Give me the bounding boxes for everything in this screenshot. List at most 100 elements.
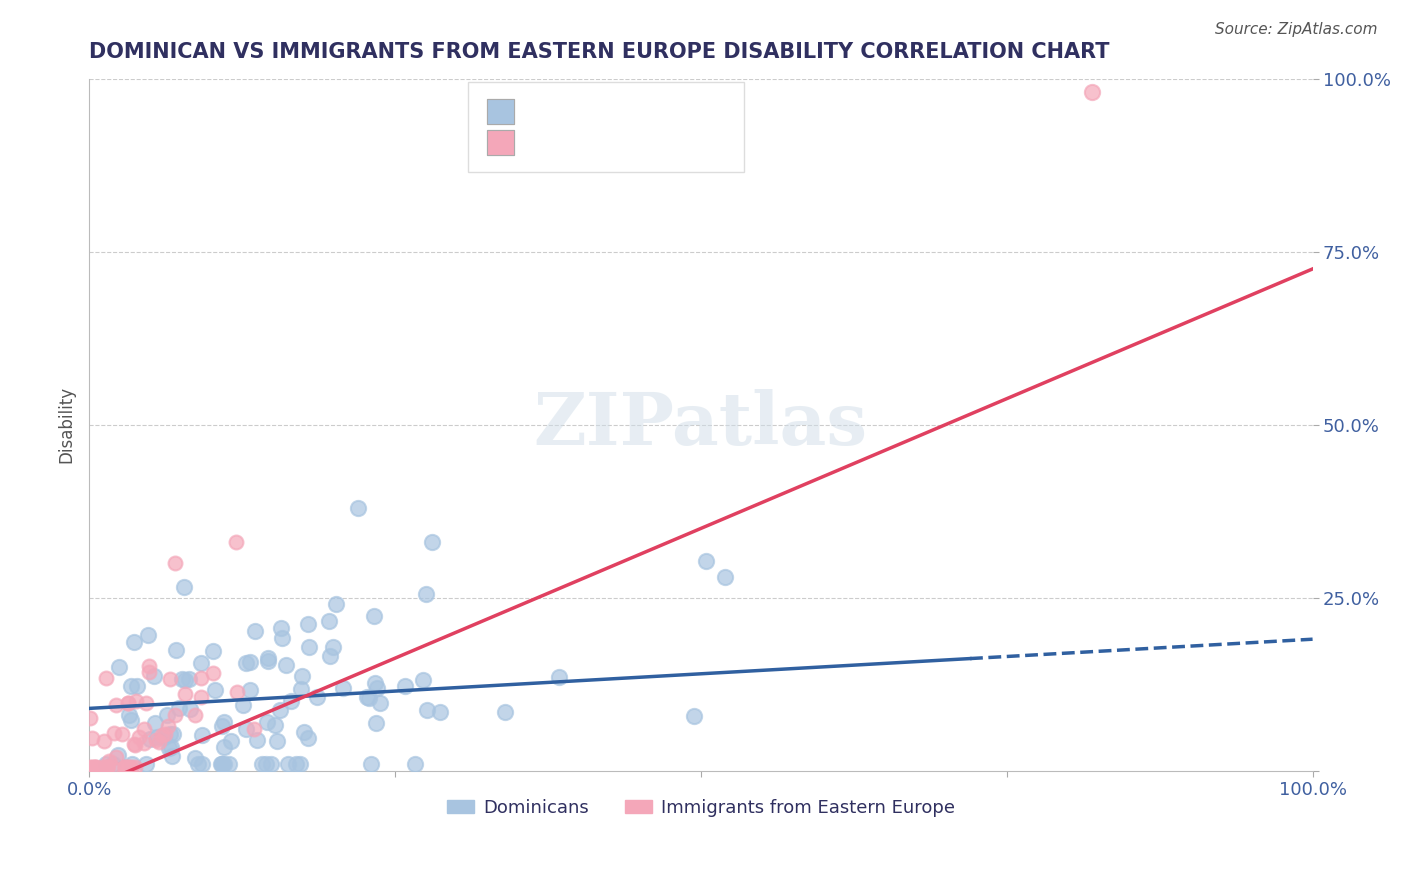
Dominicans	[291, 668, 314, 682]
Dominicans	[363, 676, 385, 690]
Dominicans	[235, 722, 257, 736]
Dominicans	[204, 683, 226, 698]
Dominicans	[174, 673, 197, 688]
Immigrants from Eastern Europe	[124, 760, 146, 774]
Immigrants from Eastern Europe	[103, 726, 125, 740]
Immigrants from Eastern Europe	[96, 760, 118, 774]
Dominicans	[263, 718, 285, 732]
Immigrants from Eastern Europe	[145, 732, 167, 747]
Immigrants from Eastern Europe	[163, 708, 186, 723]
Dominicans	[325, 597, 347, 611]
Immigrants from Eastern Europe	[125, 694, 148, 708]
Dominicans	[165, 642, 187, 657]
Immigrants from Eastern Europe	[84, 760, 107, 774]
Immigrants from Eastern Europe	[104, 749, 127, 764]
Text: Source: ZipAtlas.com: Source: ZipAtlas.com	[1215, 22, 1378, 37]
Dominicans	[416, 703, 439, 717]
Bar	[486, 130, 513, 154]
Immigrants from Eastern Europe	[115, 760, 138, 774]
Immigrants from Eastern Europe	[117, 696, 139, 710]
Dominicans	[190, 656, 212, 670]
Dominicans	[274, 658, 297, 673]
Text: R = 0.208    N = 102: R = 0.208 N = 102	[517, 110, 735, 128]
Dominicans	[122, 635, 145, 649]
Immigrants from Eastern Europe	[124, 738, 146, 752]
Immigrants from Eastern Europe	[84, 760, 107, 774]
Immigrants from Eastern Europe	[138, 658, 160, 673]
Dominicans	[107, 747, 129, 762]
Dominicans	[125, 679, 148, 693]
Dominicans	[359, 690, 381, 705]
Immigrants from Eastern Europe	[122, 738, 145, 752]
Immigrants from Eastern Europe	[104, 698, 127, 712]
Text: ZIPatlas: ZIPatlas	[534, 389, 868, 460]
Immigrants from Eastern Europe	[111, 727, 134, 741]
Immigrants from Eastern Europe	[173, 687, 195, 701]
Dominicans	[96, 756, 118, 771]
Dominicans	[209, 756, 232, 771]
Dominicans	[214, 756, 236, 771]
Immigrants from Eastern Europe	[79, 760, 101, 774]
Dominicans	[332, 681, 354, 695]
Immigrants from Eastern Europe	[91, 760, 114, 774]
Immigrants from Eastern Europe	[135, 696, 157, 710]
Dominicans	[201, 644, 224, 658]
Dominicans	[319, 648, 342, 663]
Dominicans	[120, 713, 142, 727]
Immigrants from Eastern Europe	[82, 760, 104, 774]
Dominicans	[269, 703, 291, 717]
Immigrants from Eastern Europe	[138, 665, 160, 679]
Dominicans	[143, 716, 166, 731]
Dominicans	[101, 756, 124, 771]
Dominicans	[187, 756, 209, 771]
Dominicans	[167, 701, 190, 715]
Immigrants from Eastern Europe	[98, 754, 121, 768]
Y-axis label: Disability: Disability	[58, 386, 75, 463]
Immigrants from Eastern Europe	[190, 671, 212, 685]
Dominicans	[214, 714, 236, 729]
Dominicans	[347, 500, 370, 515]
Dominicans	[239, 683, 262, 698]
Dominicans	[157, 741, 180, 756]
Dominicans	[364, 716, 387, 731]
Text: DOMINICAN VS IMMIGRANTS FROM EASTERN EUROPE DISABILITY CORRELATION CHART: DOMINICAN VS IMMIGRANTS FROM EASTERN EUR…	[89, 42, 1109, 62]
Dominicans	[172, 672, 194, 686]
Immigrants from Eastern Europe	[242, 722, 264, 736]
Dominicans	[420, 535, 443, 549]
Dominicans	[322, 640, 344, 654]
Dominicans	[415, 587, 437, 601]
Dominicans	[239, 655, 262, 669]
Immigrants from Eastern Europe	[79, 711, 101, 725]
Dominicans	[159, 727, 181, 741]
Immigrants from Eastern Europe	[202, 666, 225, 681]
Dominicans	[280, 694, 302, 708]
Dominicans	[256, 715, 278, 730]
Dominicans	[292, 725, 315, 739]
Immigrants from Eastern Europe	[117, 696, 139, 710]
Dominicans	[290, 756, 312, 771]
Immigrants from Eastern Europe	[132, 736, 155, 750]
Dominicans	[548, 670, 571, 684]
Dominicans	[277, 756, 299, 771]
Dominicans	[191, 756, 214, 771]
Dominicans	[366, 681, 388, 696]
Dominicans	[246, 733, 269, 747]
Dominicans	[108, 660, 131, 674]
Immigrants from Eastern Europe	[184, 707, 207, 722]
Dominicans	[173, 580, 195, 594]
Dominicans	[368, 696, 391, 710]
Dominicans	[429, 705, 451, 719]
Dominicans	[179, 702, 201, 716]
Point	[1081, 86, 1104, 100]
Dominicans	[254, 756, 277, 771]
Dominicans	[695, 554, 717, 568]
Dominicans	[260, 756, 283, 771]
Immigrants from Eastern Europe	[82, 731, 104, 745]
Dominicans	[256, 650, 278, 665]
Immigrants from Eastern Europe	[100, 760, 122, 774]
Immigrants from Eastern Europe	[159, 672, 181, 686]
Dominicans	[118, 708, 141, 723]
Dominicans	[394, 679, 416, 693]
Immigrants from Eastern Europe	[150, 727, 173, 741]
Immigrants from Eastern Europe	[163, 556, 186, 570]
